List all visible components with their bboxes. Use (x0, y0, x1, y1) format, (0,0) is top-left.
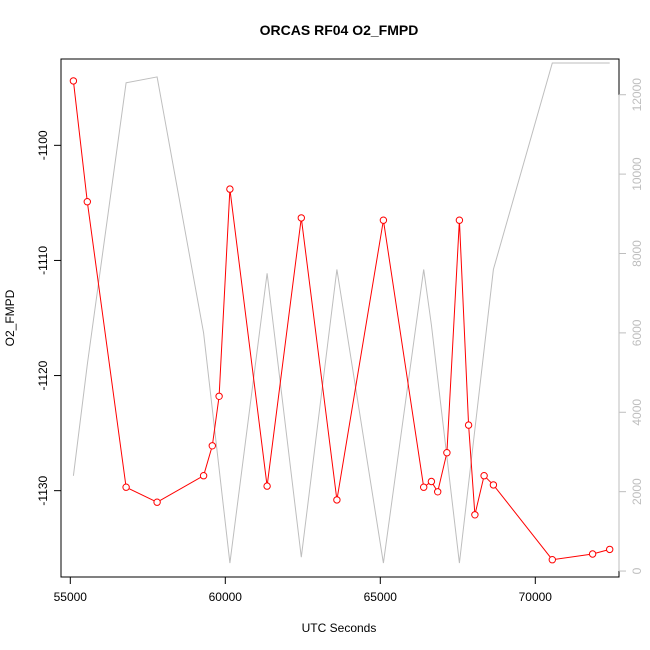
data-point (443, 449, 451, 457)
data-point (153, 498, 161, 506)
data-point (489, 481, 498, 489)
data-point (471, 511, 479, 519)
data-point (420, 483, 428, 491)
y2-tick-label: 0 (630, 567, 644, 574)
data-point (69, 77, 78, 85)
data-point (215, 392, 223, 400)
y-axis-label: O2_FMPD (3, 289, 17, 346)
y2-tick-label: 2000 (630, 478, 644, 505)
data-point (208, 442, 217, 450)
data-point (83, 198, 92, 206)
y-tick-label: -1120 (36, 360, 50, 390)
x-tick-label: 65000 (364, 590, 398, 604)
x-tick-label: 70000 (519, 590, 553, 604)
series-layer (69, 62, 614, 564)
data-point (464, 421, 473, 429)
y2-tick-label: 8000 (630, 240, 644, 267)
data-point (606, 545, 614, 554)
data-point (333, 496, 341, 504)
data-point (434, 488, 442, 496)
data-point (379, 216, 388, 224)
y-tick-label: -1100 (36, 130, 50, 160)
y2-tick-label: 6000 (630, 319, 644, 346)
y2-tick-label: 12000 (630, 78, 644, 112)
y-tick-label: -1130 (36, 475, 50, 505)
data-point (588, 550, 597, 558)
y-axis-right: 0 2000 4000 6000 8000 10000 12000 (618, 78, 644, 574)
y-axis-left: -1130 -1120 -1110 -1100 (36, 130, 62, 506)
y-tick-label: -1110 (36, 246, 50, 275)
data-point (480, 472, 488, 480)
series-line (72, 80, 610, 561)
y2-tick-label: 4000 (630, 399, 644, 426)
data-point (199, 472, 208, 480)
series-left-axis (69, 77, 614, 564)
x-tick-label: 60000 (209, 590, 243, 604)
y2-tick-label: 10000 (630, 157, 644, 191)
x-tick-label: 55000 (54, 590, 88, 604)
data-point (122, 483, 130, 491)
x-axis-label: UTC Seconds (302, 621, 377, 635)
data-point (548, 556, 556, 564)
data-point (427, 477, 436, 486)
data-point (263, 482, 271, 490)
x-axis: 55000 60000 65000 70000 (54, 576, 553, 604)
series-right-axis (72, 62, 610, 564)
chart-title: ORCAS RF04 O2_FMPD (260, 22, 419, 38)
data-point (226, 185, 234, 193)
data-point (455, 216, 464, 224)
data-point (297, 214, 305, 222)
series-line (72, 62, 610, 564)
